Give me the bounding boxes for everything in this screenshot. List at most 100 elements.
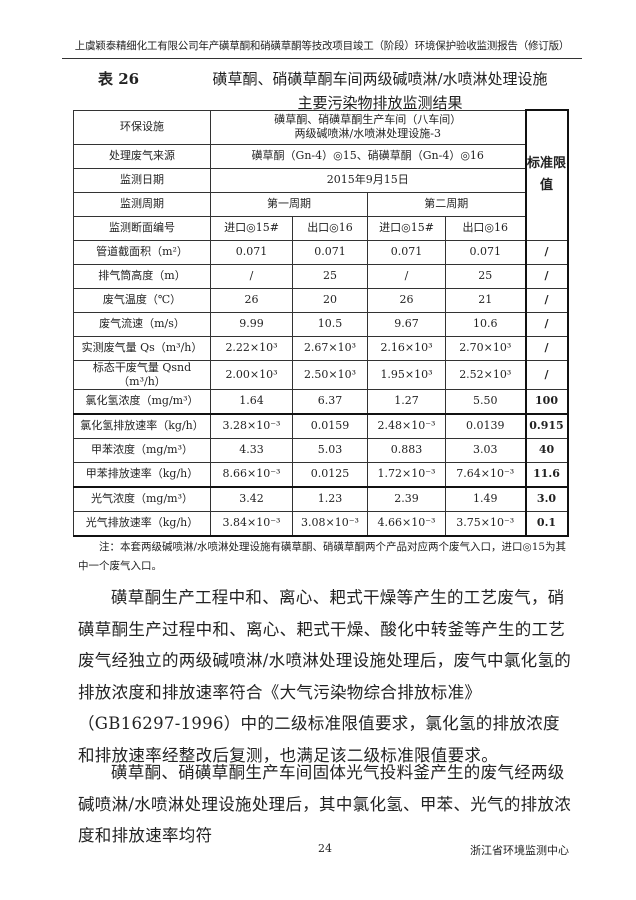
period-1: 第一周期 — [210, 191, 368, 217]
value-cell: 1.64 — [210, 388, 293, 415]
table-row: 氯化氢浓度（mg/m³） 1.64 6.37 1.27 5.50 100 — [73, 388, 569, 415]
value-cell: 4.33 — [210, 437, 293, 463]
std-limit-cell: / — [524, 311, 569, 337]
value-cell: 26 — [210, 287, 293, 313]
table-number: 表 26 — [98, 70, 140, 88]
date-value: 2015年9月15日 — [210, 167, 526, 193]
value-cell: 2.52×10³ — [445, 359, 526, 390]
section-cell: 进口◎15# — [367, 215, 446, 241]
value-cell: 3.42 — [210, 486, 293, 512]
table-row: 废气温度（℃） 26 20 26 21/ — [73, 287, 569, 313]
row-label: 管道截面积（m²） — [73, 239, 211, 265]
value-cell: 3.84×10⁻³ — [210, 510, 293, 537]
std-limit-cell: / — [524, 263, 569, 289]
table-row: 甲苯排放速率（kg/h） 8.66×10⁻³ 0.0125 1.72×10⁻³ 7.64… — [73, 461, 569, 488]
value-cell: 1.95×10³ — [367, 359, 446, 390]
row-label: 光气浓度（mg/m³） — [73, 486, 211, 512]
footer-org: 浙江省环境监测中心 — [470, 844, 569, 857]
value-cell: 5.50 — [445, 388, 526, 415]
value-cell: 0.0139 — [445, 413, 526, 439]
period-2: 第二周期 — [367, 191, 526, 217]
source-value: 磺草酮（Gn-4）◎15、硝磺草酮（Gn-4）◎16 — [210, 143, 526, 169]
value-cell: 25 — [445, 263, 526, 289]
value-cell: 10.5 — [292, 311, 368, 337]
value-cell: 6.37 — [292, 388, 368, 415]
value-cell: 1.23 — [292, 486, 368, 512]
section-cell: 进口◎15# — [210, 215, 293, 241]
row-label: 监测日期 — [73, 167, 211, 193]
section-cell: 出口◎16 — [445, 215, 526, 241]
std-limit-cell: 0.1 — [524, 510, 569, 537]
env-facility-value: 磺草酮、硝磺草酮生产车间（八车间） 两级碱喷淋/水喷淋处理设施-3 — [210, 109, 526, 145]
table-row: 光气浓度（mg/m³） 3.42 1.23 2.39 1.49 3.0 — [73, 486, 569, 512]
value-cell: 0.071 — [210, 239, 293, 265]
table-row: 氯化氢排放速率（kg/h） 3.28×10⁻³ 0.0159 2.48×10⁻³ 0.0… — [73, 413, 569, 439]
value-cell: 0.071 — [367, 239, 446, 265]
value-cell: 2.70×10³ — [445, 335, 526, 361]
row-label: 氯化氢浓度（mg/m³） — [73, 388, 211, 415]
table-row: 监测断面编号 进口◎15# 出口◎16 进口◎15# 出口◎16 — [73, 215, 568, 241]
env-facility-line1: 磺草酮、硝磺草酮生产车间（八车间） — [274, 113, 462, 126]
value-cell: 0.883 — [367, 437, 446, 463]
row-label: 标态干废气量 Qsnd（m³/h） — [73, 359, 211, 390]
running-header: 上虞颖泰精细化工有限公司年产磺草酮和硝磺草酮等技改项目竣工（阶段）环境保护验收监… — [74, 40, 570, 52]
row-label: 处理废气来源 — [73, 143, 211, 169]
paragraph-1: 磺草酮生产工程中和、离心、耙式干燥等产生的工艺废气，硝磺草酮生产过程中和、离心、… — [78, 588, 572, 765]
value-cell: / — [367, 263, 446, 289]
value-cell: 21 — [445, 287, 526, 313]
value-cell: 0.0159 — [292, 413, 368, 439]
table-row: 光气排放速率（kg/h） 3.84×10⁻³ 3.08×10⁻³ 4.66×10⁻³ 3… — [73, 510, 569, 537]
value-cell: 2.39 — [367, 486, 446, 512]
table-row: 监测日期 2015年9月15日 — [73, 167, 568, 193]
row-label: 排气筒高度（m） — [73, 263, 211, 289]
table-note: 注：本套两级碱喷淋/水喷淋处理设施有磺草酮、硝磺草酮两个产品对应两个废气入口，进… — [78, 541, 567, 572]
std-limit-cell: 3.0 — [524, 486, 569, 512]
value-cell: 3.75×10⁻³ — [445, 510, 526, 537]
value-cell: 2.16×10³ — [367, 335, 446, 361]
value-cell: 2.67×10³ — [292, 335, 368, 361]
value-cell: 3.08×10⁻³ — [292, 510, 368, 537]
row-label: 实测废气量 Qs（m³/h） — [73, 335, 211, 361]
value-cell: 0.0125 — [292, 461, 368, 488]
table-row: 标态干废气量 Qsnd（m³/h） 2.00×10³ 2.50×10³ 1.95×10… — [73, 359, 569, 390]
value-cell: 2.48×10⁻³ — [367, 413, 446, 439]
row-label: 甲苯排放速率（kg/h） — [73, 461, 211, 488]
std-limit-cell: 100 — [524, 388, 569, 415]
row-label: 废气流速（m/s） — [73, 311, 211, 337]
table-title-line1: 磺草酮、硝磺草酮车间两级碱喷淋/水喷淋处理设施 — [212, 70, 548, 88]
value-cell: 8.66×10⁻³ — [210, 461, 293, 488]
value-cell: 0.071 — [292, 239, 368, 265]
table-row: 甲苯浓度（mg/m³） 4.33 5.03 0.883 3.03 40 — [73, 437, 569, 463]
table-row: 环保设施 磺草酮、硝磺草酮生产车间（八车间） 两级碱喷淋/水喷淋处理设施-3 标准… — [73, 109, 569, 241]
table-row: 处理废气来源 磺草酮（Gn-4）◎15、硝磺草酮（Gn-4）◎16 — [73, 143, 568, 169]
value-cell: 9.99 — [210, 311, 293, 337]
std-limit-cell: / — [524, 359, 569, 390]
row-label: 环保设施 — [73, 109, 211, 145]
value-cell: 3.03 — [445, 437, 526, 463]
std-limit-cell: / — [524, 287, 569, 313]
value-cell: 7.64×10⁻³ — [445, 461, 526, 488]
table-title-line2: 主要污染物排放监测结果 — [297, 94, 463, 112]
value-cell: 4.66×10⁻³ — [367, 510, 446, 537]
value-cell: 2.00×10³ — [210, 359, 293, 390]
row-label: 光气排放速率（kg/h） — [73, 510, 211, 537]
value-cell: 26 — [367, 287, 446, 313]
std-header: 标准限值 — [524, 109, 569, 241]
table-row: 管道截面积（m²） 0.071 0.071 0.071 0.071/ — [73, 239, 569, 265]
section-cell: 出口◎16 — [292, 215, 368, 241]
table-row: 废气流速（m/s） 9.99 10.5 9.67 10.6/ — [73, 311, 569, 337]
value-cell: 2.50×10³ — [292, 359, 368, 390]
value-cell: 25 — [292, 263, 368, 289]
value-cell: 1.49 — [445, 486, 526, 512]
std-limit-cell: 40 — [524, 437, 569, 463]
row-label: 监测断面编号 — [73, 215, 211, 241]
row-label: 甲苯浓度（mg/m³） — [73, 437, 211, 463]
std-limit-cell: 11.6 — [524, 461, 569, 488]
value-cell: 10.6 — [445, 311, 526, 337]
table-row: 监测周期 第一周期 第二周期 — [73, 191, 568, 217]
table-row: 排气筒高度（m）/25/25/ — [73, 263, 569, 289]
value-cell: 9.67 — [367, 311, 446, 337]
std-limit-cell: 0.915 — [524, 413, 569, 439]
monitoring-results-table: 环保设施 磺草酮、硝磺草酮生产车间（八车间） 两级碱喷淋/水喷淋处理设施-3 标准… — [73, 109, 569, 537]
page-number: 24 — [318, 842, 332, 855]
